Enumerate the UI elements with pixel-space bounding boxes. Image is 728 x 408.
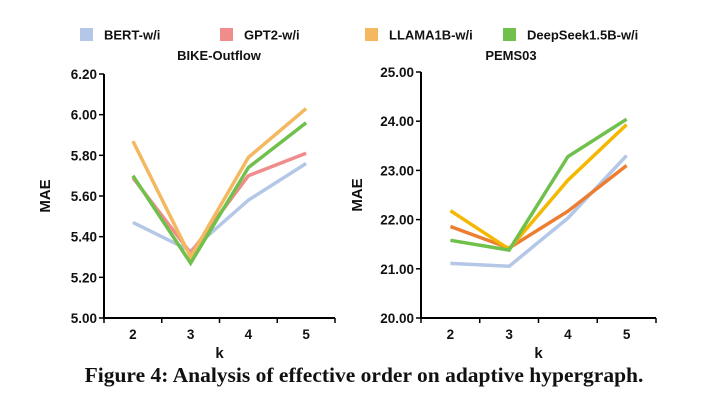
series-line-deepseek1-5b-w-i [450, 117, 628, 253]
series-line-llama1b-w-i [449, 123, 628, 252]
legend: BERT-w/i GPT2-w/i LLAMA1B-w/i DeepSeek1.5B-… [80, 28, 638, 43]
y-tick-label: 5.80 [71, 148, 97, 163]
x-axis-label: k [215, 345, 224, 362]
legend-swatch-bert-w-i [80, 28, 93, 41]
series-line-bert-w-i [132, 162, 308, 253]
x-tick-label: 3 [505, 327, 513, 342]
x-tick-label: 5 [302, 327, 310, 342]
figure-caption: Figure 4: Analysis of effective order on… [84, 363, 644, 387]
y-tick-label: 5.00 [71, 311, 97, 326]
series-line-gpt2-w-i [449, 164, 628, 251]
y-tick-label: 24.00 [380, 114, 414, 129]
legend-label-deepseek1-5b-w-i: DeepSeek1.5B-w/i [527, 28, 638, 43]
x-tick-label: 3 [187, 327, 195, 342]
y-axis-label: MAE [349, 178, 366, 211]
series-line-bert-w-i [450, 154, 628, 269]
series-line-gpt2-w-i [131, 151, 307, 256]
x-tick-label: 5 [623, 327, 631, 342]
y-tick-label: 5.40 [71, 230, 97, 245]
y-tick-label: 5.20 [71, 270, 97, 285]
legend-label-gpt2-w-i: GPT2-w/i [244, 28, 300, 43]
y-tick-label: 5.60 [71, 189, 97, 204]
legend-label-bert-w-i: BERT-w/i [104, 28, 160, 43]
series-line-llama1b-w-i [131, 107, 308, 261]
x-axis-label: k [534, 345, 543, 362]
chart-title: BIKE-Outflow [177, 48, 262, 63]
chart-title: PEMS03 [485, 48, 536, 63]
series-line-deepseek1-5b-w-i [131, 121, 308, 267]
x-tick-label: 2 [129, 327, 137, 342]
x-tick-label: 4 [564, 327, 572, 342]
legend-swatch-gpt2-w-i [220, 28, 233, 41]
legend-label-llama1b-w-i: LLAMA1B-w/i [389, 28, 473, 43]
legend-swatch-deepseek1-5b-w-i [503, 28, 516, 41]
x-tick-label: 2 [447, 327, 455, 342]
x-tick-label: 4 [245, 327, 253, 342]
y-tick-label: 23.00 [380, 163, 414, 178]
y-axis-label: MAE [37, 179, 54, 212]
legend-swatch-llama1b-w-i [365, 28, 378, 41]
y-tick-label: 21.00 [380, 262, 414, 277]
y-tick-label: 25.00 [380, 65, 414, 80]
y-tick-label: 20.00 [380, 311, 414, 326]
chart-pems03: PEMS03 20.00 21.00 22.00 23.00 24.00 25.00 MAE 2… [349, 48, 657, 362]
chart-bike-outflow: BIKE-Outflow 5.00 5.20 5.40 5.60 5.80 6.00 6.20… [37, 48, 336, 362]
y-tick-label: 6.20 [71, 67, 97, 82]
y-tick-label: 22.00 [380, 213, 414, 228]
y-tick-label: 6.00 [71, 108, 97, 123]
